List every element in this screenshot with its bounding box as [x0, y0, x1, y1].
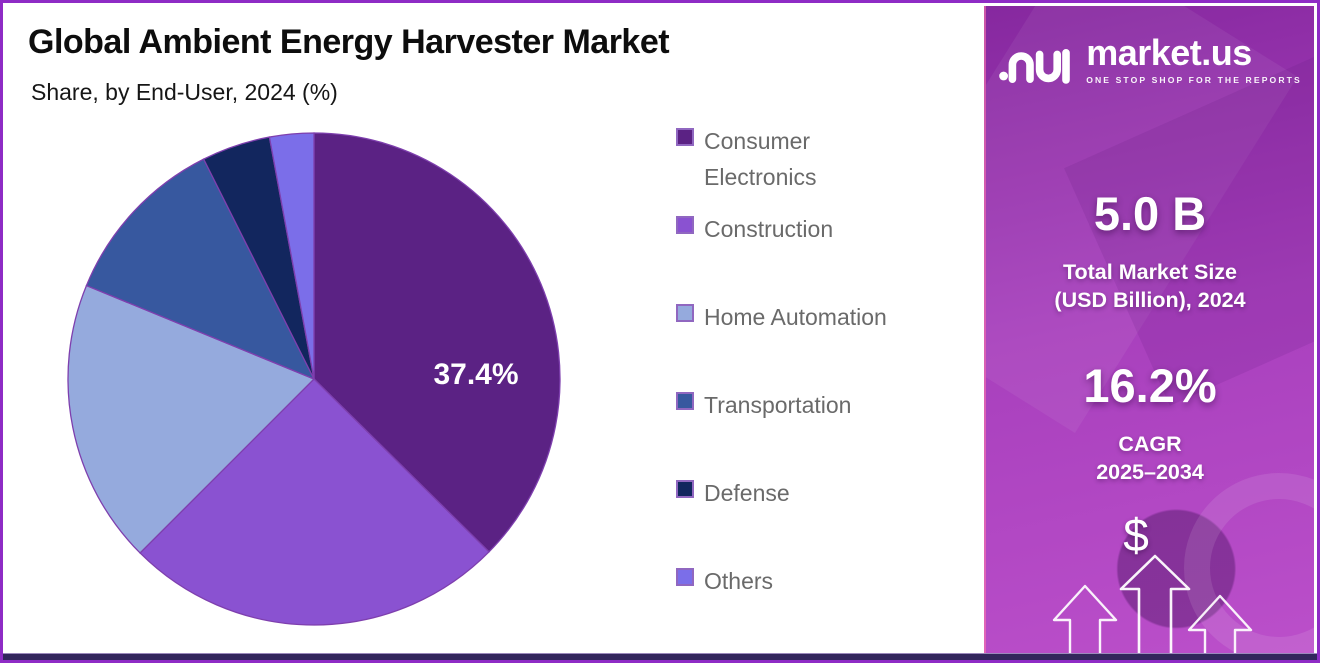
growth-arrows-icon: [1052, 554, 1253, 653]
brand-text-block: market.us ONE STOP SHOP FOR THE REPORTS: [1086, 32, 1302, 86]
market-size-label-line2: (USD Billion), 2024: [1054, 288, 1246, 312]
pie-chart: 37.4%: [67, 132, 561, 626]
legend-swatch-defense: [676, 480, 694, 498]
legend-label-transportation: Transportation: [704, 392, 852, 418]
brand-tagline: ONE STOP SHOP FOR THE REPORTS: [1086, 75, 1302, 85]
legend-item-construction: Construction: [676, 212, 976, 300]
pie-slice-transportation: [85, 158, 316, 381]
legend-swatch-others: [676, 568, 694, 586]
cagr-value: 16.2%: [1083, 359, 1217, 412]
legend-swatch-construction: [676, 216, 694, 234]
pie-percentage-label: 37.4%: [433, 358, 518, 391]
legend-label-consumer-electronics: Consumer Electronics: [704, 128, 817, 190]
legend-item-defense: Defense: [676, 476, 976, 564]
legend-item-home-automation: Home Automation: [676, 300, 976, 388]
legend-swatch-home-automation: [676, 304, 694, 322]
brand-panel: market.us ONE STOP SHOP FOR THE REPORTS …: [984, 6, 1314, 653]
legend-swatch-consumer-electronics: [676, 128, 694, 146]
pie-slice-home-automation: [67, 284, 316, 554]
cagr-period: 2025–2034: [1096, 460, 1204, 484]
legend-item-transportation: Transportation: [676, 388, 976, 476]
legend-label-home-automation: Home Automation: [704, 304, 887, 330]
market-us-logo-icon: [999, 49, 1070, 84]
legend-label-construction: Construction: [704, 216, 834, 242]
brand-name: market.us: [1086, 32, 1252, 73]
pie-slice-others: [268, 132, 315, 380]
bottom-strip: [3, 653, 1317, 660]
legend-item-consumer-electronics: Consumer Electronics: [676, 124, 976, 212]
legend-swatch-transportation: [676, 392, 694, 410]
chart-title: Global Ambient Energy Harvester Market: [28, 23, 670, 61]
legend-label-defense: Defense: [704, 480, 790, 506]
pie-slice-consumer-electronics: [313, 132, 561, 553]
dollar-icon: $: [1123, 509, 1149, 561]
pie-slice-construction: [139, 378, 490, 626]
cagr-label: CAGR: [1118, 432, 1182, 456]
brand-logo: market.us ONE STOP SHOP FOR THE REPORTS: [986, 32, 1314, 88]
legend-label-others: Others: [704, 568, 774, 594]
market-size-value: 5.0 B: [1093, 187, 1207, 240]
legend: Consumer Electronics Construction Home Aut…: [676, 124, 976, 652]
chart-subtitle: Share, by End-User, 2024 (%): [31, 79, 338, 105]
market-size-label-line1: Total Market Size: [1062, 260, 1238, 284]
legend-item-others: Others: [676, 564, 976, 652]
